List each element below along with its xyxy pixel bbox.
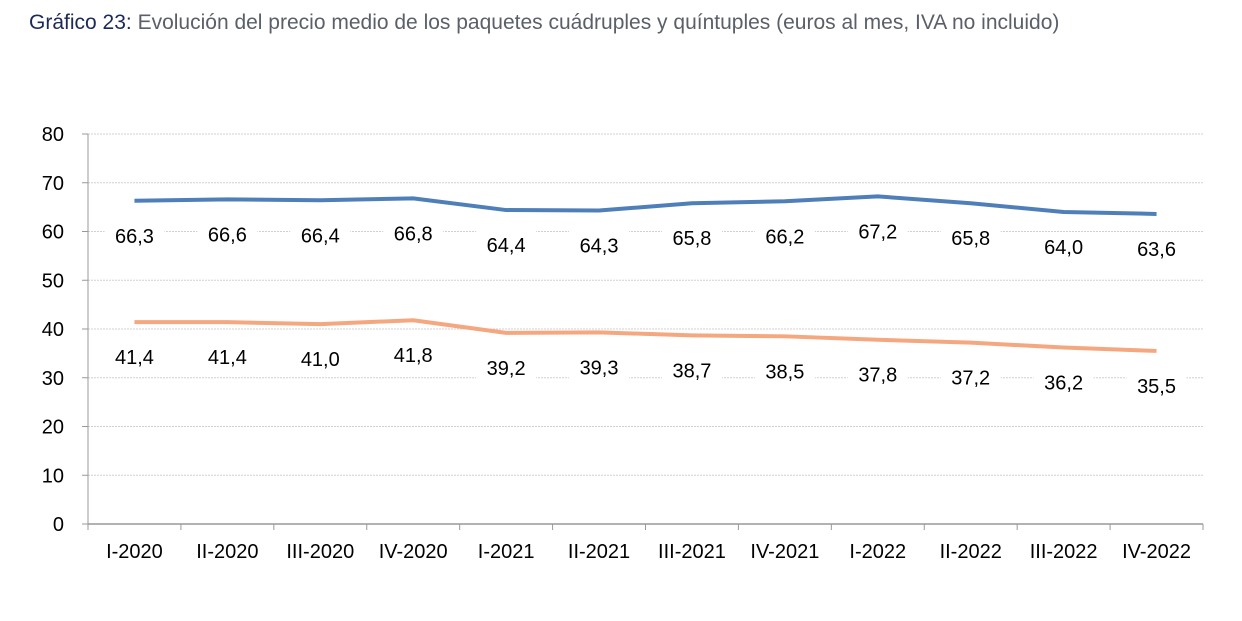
data-label: 41,4: [208, 347, 247, 369]
data-label-bg: [383, 218, 444, 247]
data-label-bg: [661, 223, 722, 252]
data-label: 37,8: [858, 365, 897, 387]
data-label-bg: [383, 340, 444, 369]
data-label: 65,8: [951, 228, 990, 250]
data-label: 64,3: [580, 236, 619, 258]
data-label-bg: [1033, 232, 1094, 260]
data-label: 63,6: [1137, 239, 1176, 261]
data-label-bg: [569, 352, 630, 381]
data-label-bg: [290, 220, 351, 249]
data-label: 66,4: [301, 225, 340, 247]
data-label: 41,0: [301, 349, 340, 371]
data-label: 66,2: [765, 226, 804, 248]
data-label: 37,2: [951, 368, 990, 390]
data-label-bg: [847, 359, 908, 388]
data-label-bg: [104, 220, 165, 249]
y-tick-label: 20: [42, 417, 64, 439]
x-tick-label: II-2022: [940, 541, 1002, 563]
data-label: 67,2: [858, 221, 897, 243]
y-tick-label: 80: [42, 124, 64, 146]
y-tick-label: 0: [53, 514, 64, 536]
data-label: 66,6: [208, 224, 247, 246]
data-label-bg: [197, 342, 258, 371]
data-label-bg: [940, 362, 1001, 391]
series-line-2: [134, 318, 1157, 353]
x-tick-label: IV-2020: [379, 541, 448, 563]
data-label: 38,5: [765, 361, 804, 383]
data-label-bg: [290, 344, 351, 373]
data-label-bg: [847, 216, 908, 245]
y-tick-label: 60: [42, 222, 64, 244]
data-label: 66,8: [394, 223, 433, 245]
x-tick-label: III-2022: [1030, 541, 1098, 563]
data-label: 41,4: [115, 347, 154, 369]
data-label: 39,3: [580, 357, 619, 379]
chart-title-prefix: Gráfico 23:: [29, 11, 132, 34]
chart-title: Gráfico 23: Evolución del precio medio d…: [29, 6, 1209, 39]
data-label: 65,8: [672, 228, 711, 250]
data-label: 36,2: [1044, 373, 1083, 395]
x-tick-label: I-2020: [106, 541, 163, 563]
data-label-bg: [476, 352, 537, 381]
x-tick-label: II-2020: [196, 541, 258, 563]
y-tick-label: 10: [42, 465, 64, 487]
data-label-bg: [1126, 233, 1187, 262]
series-line-1: [134, 194, 1157, 216]
x-tick-label: I-2022: [849, 541, 906, 563]
data-label: 38,7: [672, 360, 711, 382]
data-label: 39,2: [487, 358, 526, 380]
data-label-bg: [197, 219, 258, 248]
x-tick-label: II-2021: [568, 541, 630, 563]
data-label: 64,4: [487, 235, 526, 257]
data-label-bg: [1033, 367, 1094, 396]
data-label-bg: [754, 356, 815, 385]
y-tick-label: 70: [42, 173, 64, 195]
data-label-bg: [569, 230, 630, 259]
data-label: 41,8: [394, 345, 433, 367]
y-tick-label: 30: [42, 368, 64, 390]
x-tick-label: IV-2021: [750, 541, 819, 563]
x-tick-label: III-2021: [658, 541, 726, 563]
data-label-bg: [1126, 370, 1187, 399]
data-label-bg: [476, 230, 537, 259]
x-tick-label: IV-2022: [1122, 541, 1191, 563]
data-label: 64,0: [1044, 237, 1083, 259]
chart-title-text: Evolución del precio medio de los paquet…: [137, 11, 1060, 34]
data-label-bg: [940, 223, 1001, 252]
x-tick-label: III-2020: [286, 541, 354, 563]
y-tick-label: 50: [42, 270, 64, 292]
y-tick-label: 40: [42, 319, 64, 341]
x-tick-label: I-2021: [478, 541, 535, 563]
data-label: 35,5: [1137, 376, 1176, 398]
data-label-bg: [754, 221, 815, 250]
data-label: 66,3: [115, 226, 154, 248]
data-label-bg: [661, 355, 722, 384]
data-label-bg: [104, 342, 165, 371]
